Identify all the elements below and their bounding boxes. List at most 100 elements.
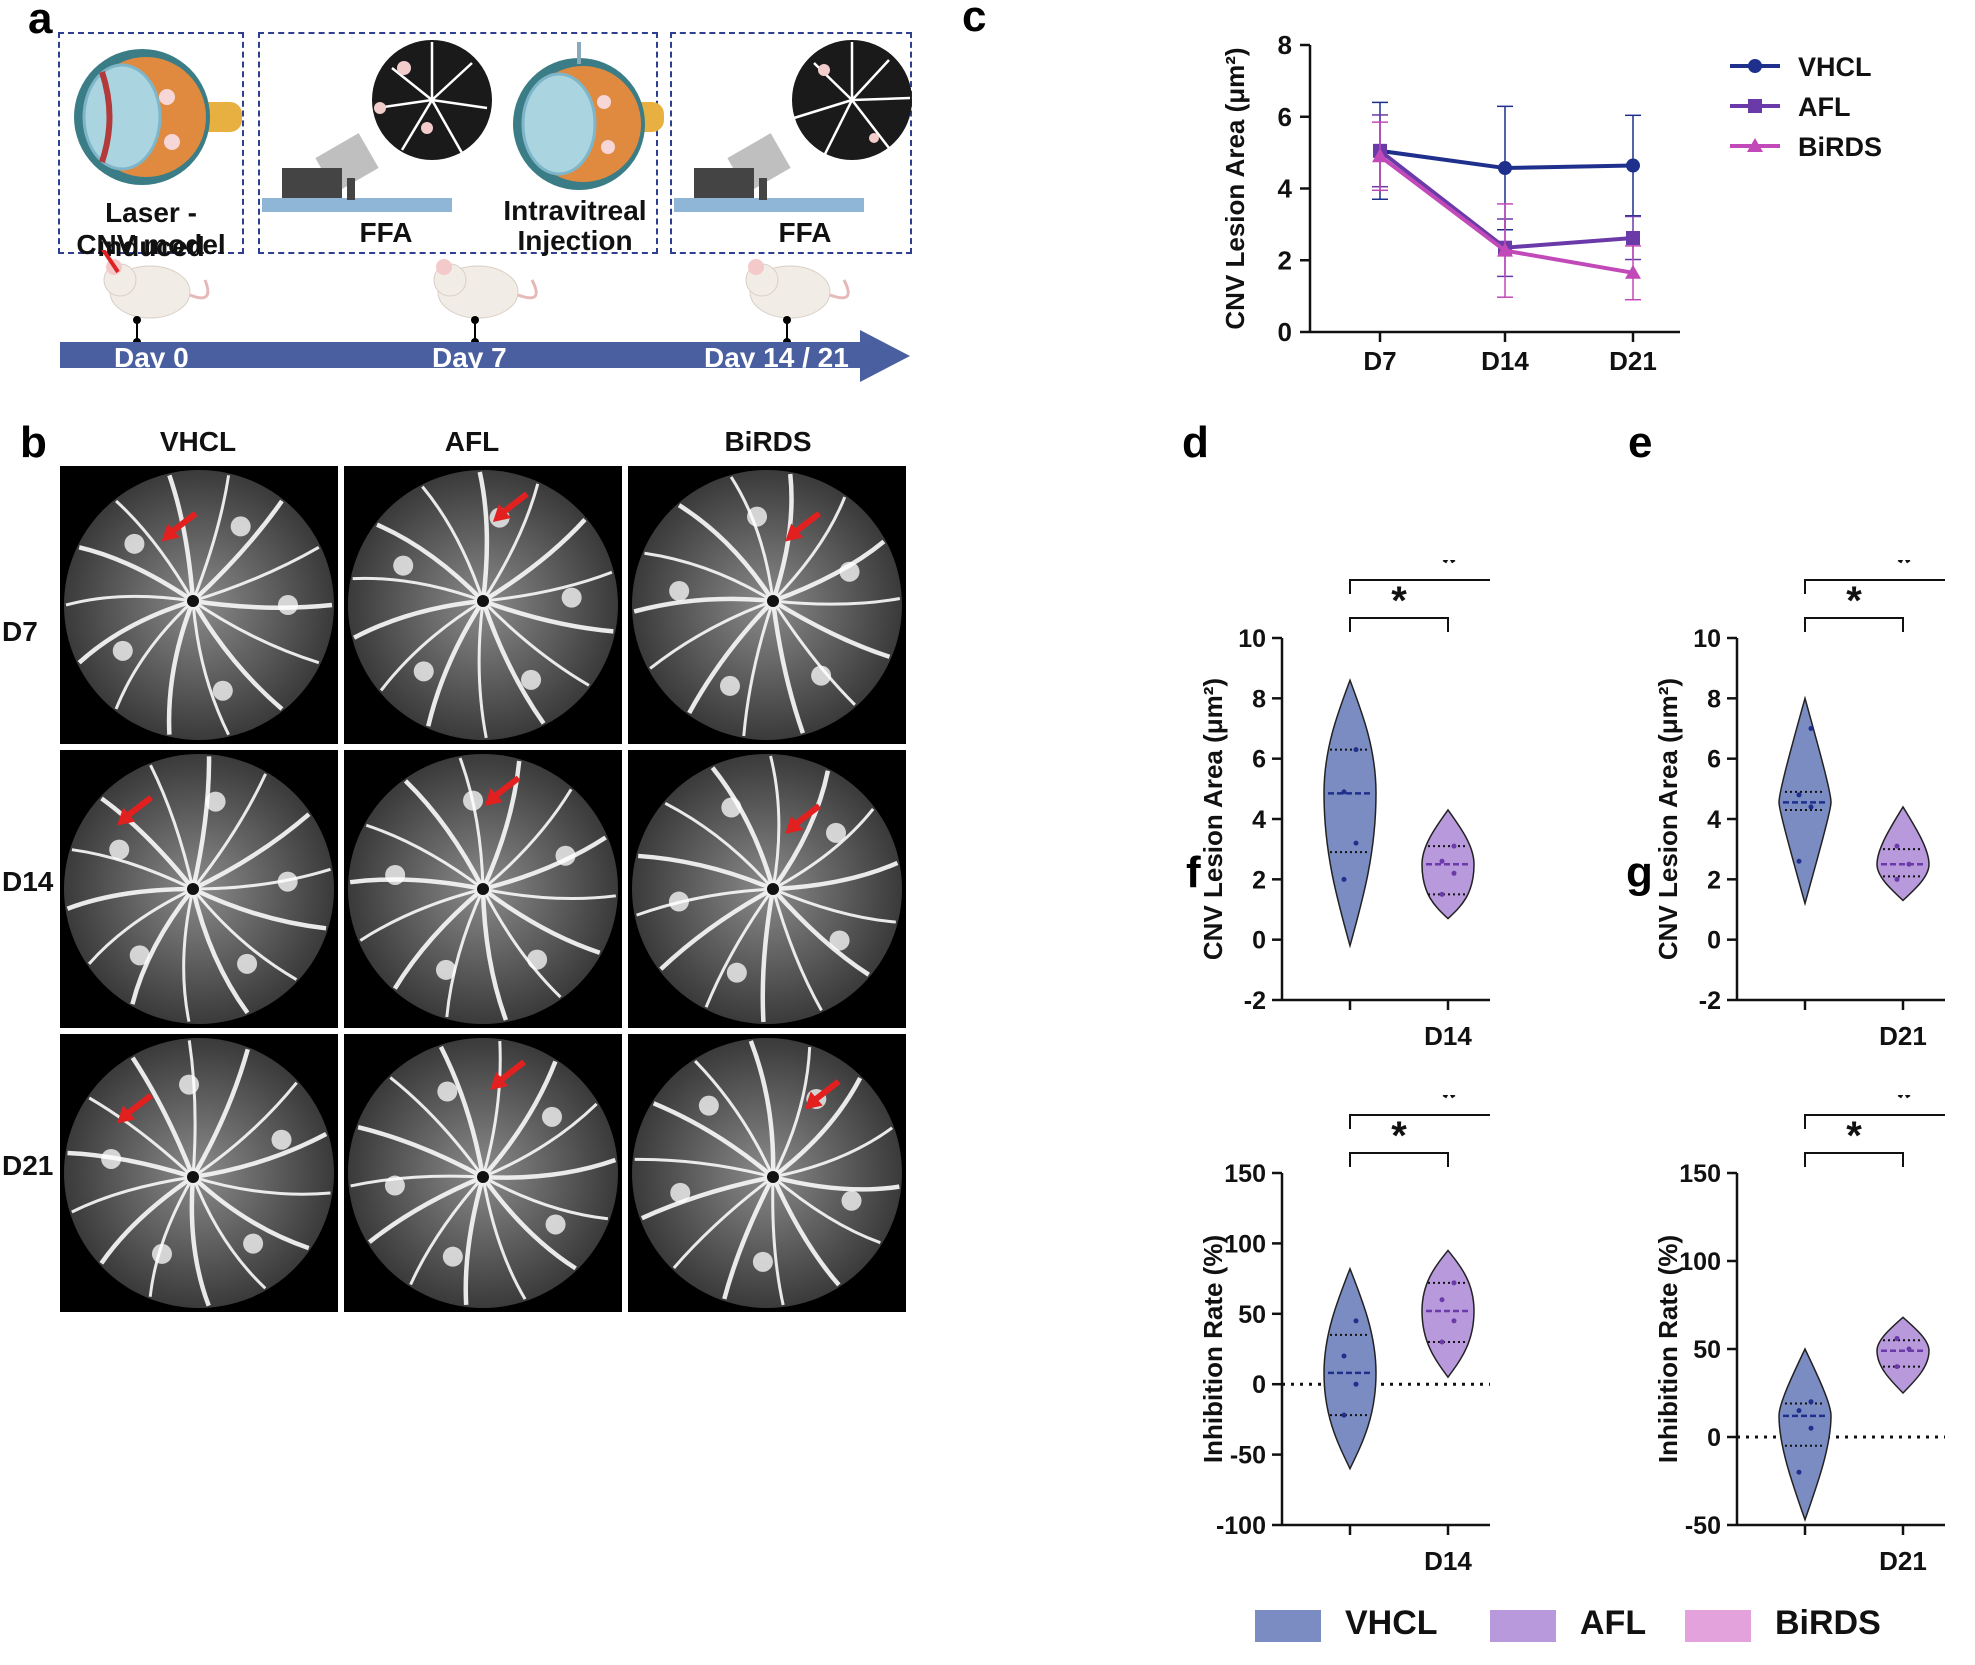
lesion-spot <box>151 1243 172 1264</box>
chart-g-significance-star: * <box>1846 1114 1862 1158</box>
retinal-vessel <box>88 1096 195 1179</box>
lesion-spot <box>668 891 689 912</box>
chart-g-violin-vhcl <box>1778 1347 1832 1522</box>
chart-g-ytick-label: -50 <box>1685 1512 1721 1540</box>
retinal-vessel <box>191 599 284 711</box>
retinal-vessel <box>389 1076 485 1178</box>
chart-c-point <box>1497 242 1513 257</box>
fundus-image <box>344 750 622 1028</box>
red-arrow-head <box>484 788 503 807</box>
chart-f-significance-bracket <box>1349 1114 1490 1129</box>
retinal-vessel <box>350 1174 484 1188</box>
chart-d-significance-bracket <box>1349 579 1490 594</box>
chart-e-datapoint <box>1796 792 1802 798</box>
chart-f-significance-star: * <box>1441 1095 1457 1120</box>
red-arrow-icon <box>490 775 521 801</box>
retinal-vessel <box>66 886 194 911</box>
chart-e-significance-bracket <box>1804 579 1945 594</box>
chart-e-datapoint <box>1906 861 1912 867</box>
red-arrow-icon <box>791 803 822 829</box>
chart-c-point <box>1626 231 1640 246</box>
fundus-image <box>344 466 622 744</box>
lesion-spot <box>109 839 130 860</box>
chart-f-ytick-label: 150 <box>1224 1160 1266 1188</box>
retinal-vessel <box>367 1174 484 1244</box>
retinal-vessel <box>192 886 327 931</box>
retinal-vessel <box>770 600 806 734</box>
retinal-vessel <box>192 598 333 610</box>
retinal-vessel <box>190 756 212 890</box>
chart-f-datapoint <box>1341 1412 1347 1418</box>
chart-c-ytick-label: 6 <box>1278 102 1292 132</box>
chart-d-ytick-label: 4 <box>1252 806 1266 834</box>
retinal-vessel <box>480 600 546 725</box>
lesion-spot <box>747 506 768 527</box>
retinal-vessel <box>87 887 194 965</box>
panel-d-label: d <box>1182 418 1209 467</box>
lesion-spot <box>277 595 298 615</box>
retinal-vessel <box>481 887 601 955</box>
lesion-spot <box>527 949 548 970</box>
chart-g-significance-star: * <box>1896 1095 1912 1120</box>
chart-g-ylabel: Inhibition Rate (%) <box>1653 1235 1683 1463</box>
lesion-spot <box>212 680 233 701</box>
chart-d-datapoint <box>1451 870 1457 876</box>
retinal-vessel <box>481 1060 558 1179</box>
chart-f-datapoint <box>1439 1339 1445 1345</box>
lesion-spot <box>521 669 542 690</box>
chart-c-point <box>1625 264 1641 279</box>
retinal-vessel <box>166 600 196 735</box>
retinal-vessel <box>182 888 195 1022</box>
lesion-spot <box>393 555 414 576</box>
red-arrow-head <box>490 1072 509 1091</box>
chart-g-ytick-label: 0 <box>1707 1424 1721 1452</box>
step-3-line-2: Injection <box>517 225 633 256</box>
chart-f-ytick-label: -50 <box>1230 1442 1266 1470</box>
eye-illustration-1 <box>74 49 242 185</box>
red-arrow-head <box>117 1105 136 1124</box>
retinal-vessel <box>482 788 573 891</box>
retinal-vessel <box>672 1175 774 1269</box>
column-header-vhcl: VHCL <box>159 426 237 457</box>
retinal-vessel <box>482 570 613 603</box>
chart-c-xtick-label: D21 <box>1609 346 1657 376</box>
chart-d-significance-star: * <box>1441 560 1457 585</box>
red-arrow-icon <box>791 511 822 536</box>
retinal-vessel <box>352 576 484 603</box>
retinal-vessel <box>481 518 587 603</box>
retinal-vessel <box>365 823 484 891</box>
retinal-vessel <box>191 888 298 981</box>
fundus-image <box>628 750 906 1028</box>
chart-e-datapoint <box>1796 858 1802 864</box>
retinal-vessel <box>191 475 231 602</box>
chart-f-significance-bracket <box>1349 1152 1449 1167</box>
retinal-vessel <box>190 888 250 1015</box>
lesion-spot <box>561 587 582 608</box>
lesion-spot <box>726 962 747 983</box>
retinal-vessel <box>482 887 617 901</box>
retinal-vessel <box>770 1176 841 1287</box>
step-box-laser <box>58 32 244 254</box>
chart-f-ytick-label: -100 <box>1216 1512 1266 1540</box>
retinal-vessel <box>409 1176 485 1286</box>
panel-g-label: g <box>1626 848 1653 897</box>
retinal-vessel <box>359 887 484 942</box>
retinal-vessel <box>771 599 891 659</box>
retinal-vessel <box>481 1040 502 1178</box>
retinal-vessel <box>633 596 774 614</box>
retinal-vessel <box>771 1076 863 1179</box>
legend-swatch-vhcl <box>1255 1610 1321 1642</box>
step-1-line-1: Laser - induced <box>97 197 205 262</box>
timeline-arrow <box>60 330 910 382</box>
chart-f-datapoint <box>1341 1353 1347 1359</box>
chart-c-legend-marker <box>1748 99 1762 113</box>
chart-g-violin-afl <box>1876 1316 1930 1395</box>
chart-f-ylabel: Inhibition Rate (%) <box>1198 1235 1228 1463</box>
chart-e-significance-star: * <box>1846 579 1862 623</box>
retinal-vessel <box>481 599 590 687</box>
retinal-vessel <box>640 1174 774 1221</box>
retinal-vessel <box>78 545 195 603</box>
retinal-vessel <box>748 1040 776 1178</box>
lesion-spot <box>271 1129 292 1150</box>
retinal-vessel <box>392 887 485 990</box>
